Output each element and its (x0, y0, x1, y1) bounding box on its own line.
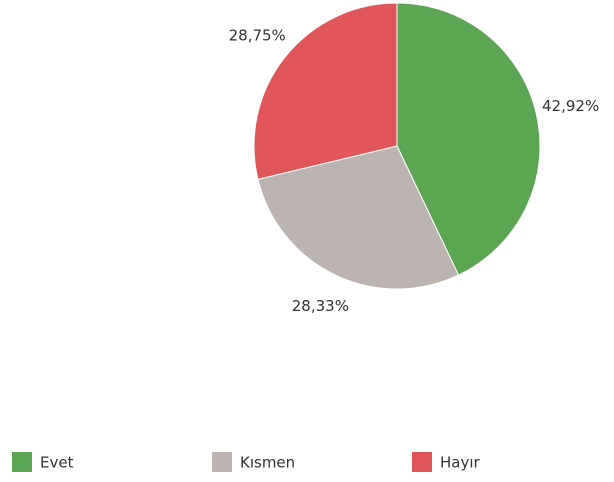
pie-slice (257, 145, 460, 290)
legend-label: Kısmen (240, 454, 295, 472)
legend-swatch (412, 452, 432, 472)
data-label: 28,33% (292, 297, 349, 315)
pie-slice (253, 2, 398, 180)
data-label: 42,92% (542, 97, 599, 115)
legend-label: Evet (40, 454, 74, 472)
legend-swatch (212, 452, 232, 472)
legend-swatch (12, 452, 32, 472)
data-label: 28,75% (229, 26, 286, 44)
legend-label: Hayır (440, 454, 481, 472)
pie-slice (396, 2, 541, 276)
